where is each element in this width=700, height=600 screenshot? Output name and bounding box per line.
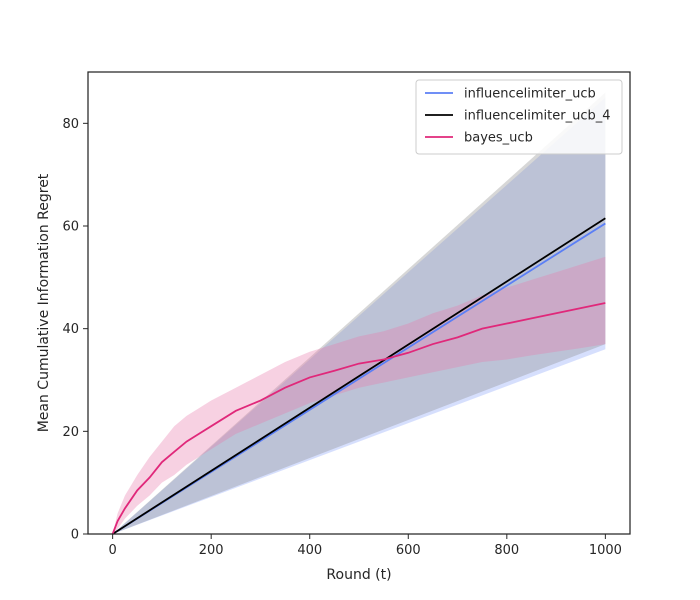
line-bayes_ucb <box>111 302 606 535</box>
x-tick-label: 200 <box>199 543 224 558</box>
confidence-bands <box>112 92 606 535</box>
x-tick-label: 400 <box>297 543 322 558</box>
line-influencelimiter_ucb_4 <box>112 217 606 535</box>
x-axis-ticks: 0 200 400 600 800 1000 <box>108 534 622 558</box>
y-tick-label: 20 <box>62 425 79 440</box>
x-tick-label: 0 <box>108 543 116 558</box>
x-axis-label: Round (t) <box>326 567 391 583</box>
series-lines <box>111 217 606 535</box>
band-bayes_ucb <box>112 256 606 534</box>
band-influencelimiter_ucb <box>112 97 606 535</box>
legend-label: influencelimiter_ucb <box>464 87 596 102</box>
y-axis-label: Mean Cumulative Information Regret <box>36 173 52 432</box>
legend: influencelimiter_ucb influencelimiter_ucb… <box>415 79 623 155</box>
legend-label: influencelimiter_ucb_4 <box>464 109 611 124</box>
y-tick-label: 80 <box>62 117 79 132</box>
legend-box <box>415 79 623 155</box>
x-tick-label: 1000 <box>589 543 622 558</box>
y-tick-label: 40 <box>62 322 79 337</box>
legend-label: bayes_ucb <box>464 131 533 146</box>
plot-frame <box>87 71 631 535</box>
y-axis-ticks: 0 20 40 60 80 <box>62 117 88 543</box>
x-tick-label: 600 <box>396 543 421 558</box>
x-tick-label: 800 <box>494 543 519 558</box>
band-influencelimiter_ucb_4 <box>112 92 606 535</box>
y-tick-label: 0 <box>71 528 79 543</box>
y-tick-label: 60 <box>62 220 79 235</box>
